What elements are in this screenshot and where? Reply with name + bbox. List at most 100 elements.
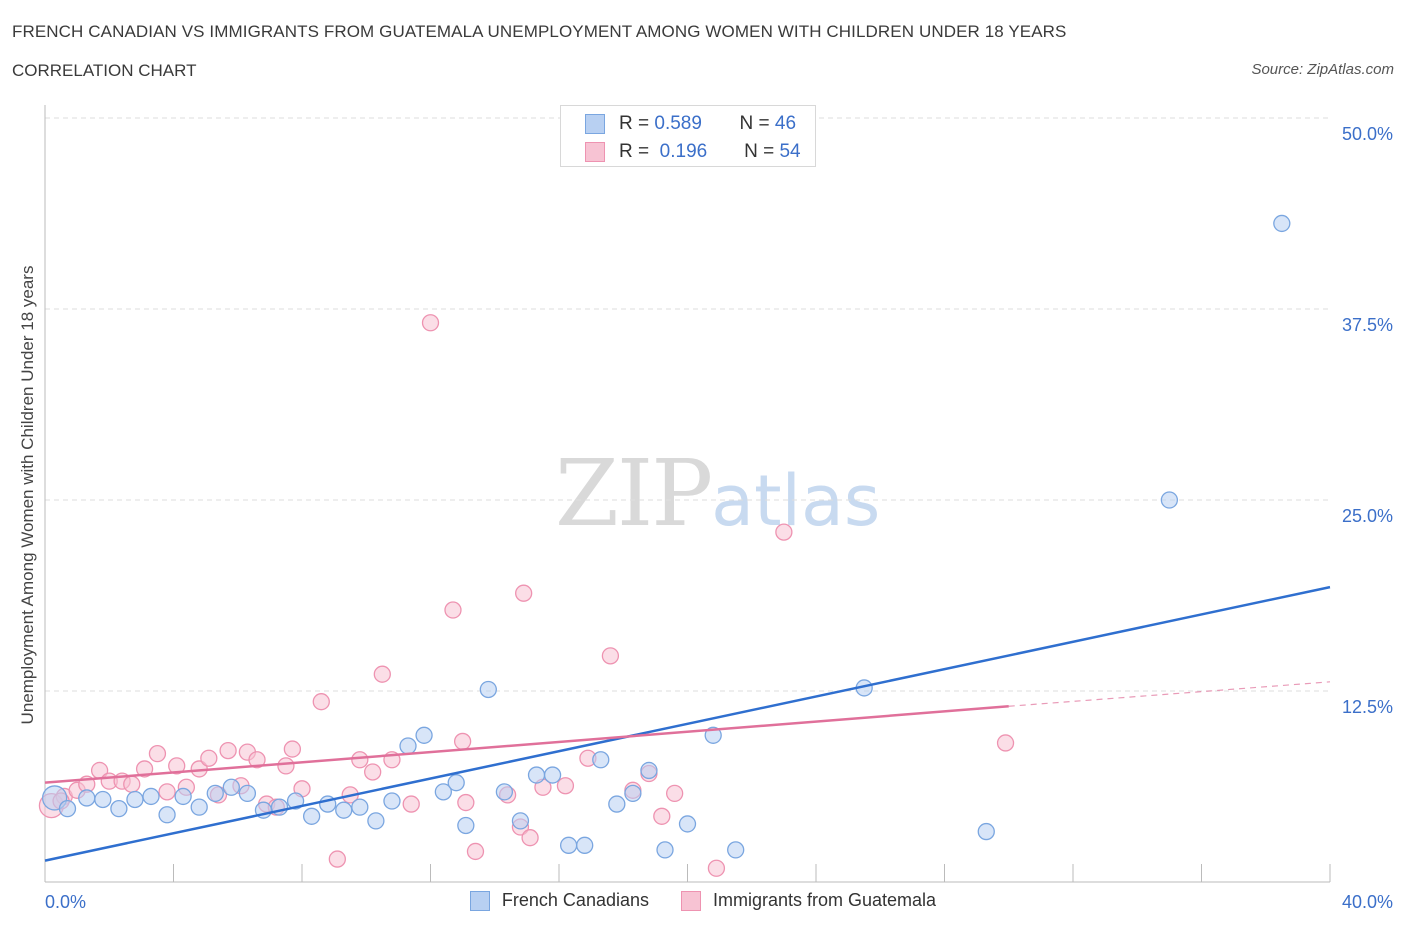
y-axis-label: Unemployment Among Women with Children U… [18,265,37,725]
legend-swatch-pink [585,142,605,162]
data-point-french-canadian [158,806,176,824]
legend-n-label: N = [744,141,775,162]
data-point-french-canadian [399,737,417,755]
data-point-french-canadian [576,836,594,854]
stats-legend: R = 0.589 N = 46 R = 0.196 N = 54 [560,105,816,167]
data-point-guatemala [707,859,726,877]
data-point-french-canadian [479,680,497,699]
data-point-guatemala [312,693,330,711]
data-point-french-canadian [704,726,722,744]
data-point-french-canadian [640,761,658,780]
watermark: ZIPatlas [555,440,880,547]
legend-swatch-blue [585,114,605,134]
data-point-french-canadian [447,774,465,792]
data-point-french-canadian [457,816,475,835]
y-tick-label: 25.0% [1342,506,1393,526]
watermark-atlas: atlas [711,460,881,542]
data-point-french-canadian [351,798,369,816]
data-point-french-canadian [142,787,160,806]
data-point-guatemala [666,784,684,803]
data-point-french-canadian [190,798,208,816]
data-point-french-canadian [511,812,530,830]
data-point-guatemala [996,734,1015,752]
data-point-guatemala [775,523,793,541]
y-tick-label: 37.5% [1342,315,1393,335]
legend-n-value: 54 [779,141,801,162]
trend-line-extension-guatemala [1008,681,1331,707]
data-point-guatemala [521,829,539,847]
data-point-french-canadian [126,790,144,809]
legend-row-pink: R = 0.196 N = 54 [585,140,801,164]
data-point-guatemala [444,601,462,619]
data-point-guatemala [402,795,420,813]
data-point-guatemala [556,777,575,795]
data-point-guatemala [168,757,186,775]
data-point-guatemala [515,584,533,602]
legend-r-label: R = [619,113,650,134]
data-point-french-canadian [94,790,112,809]
legend-label: French Canadians [501,890,649,910]
data-point-guatemala [328,850,346,868]
data-point-french-canadian [58,800,77,818]
data-point-guatemala [158,783,176,801]
data-point-french-canadian [727,841,745,859]
legend-label: Immigrants from Guatemala [713,890,937,910]
data-point-french-canadian [1160,491,1179,509]
data-point-french-canadian [174,787,192,806]
data-point-guatemala [653,807,671,825]
series-legend: French Canadians Immigrants from Guatema… [0,890,1406,911]
series-french-canadian-points [41,214,1291,859]
data-point-guatemala [277,757,295,775]
data-point-french-canadian [286,792,305,810]
data-point-french-canadian [383,792,401,810]
data-point-french-canadian [335,801,353,819]
data-point-guatemala [373,665,391,683]
legend-item-immigrants-guatemala: Immigrants from Guatemala [681,890,936,911]
data-point-french-canadian [527,766,546,784]
data-point-guatemala [457,793,475,812]
legend-r-label: R = [619,141,650,162]
data-point-french-canadian [206,784,224,803]
legend-n-value: 46 [774,113,797,134]
source-credit: Source: ZipAtlas.com [1251,61,1394,78]
watermark-zip: ZIP [555,440,713,547]
data-point-guatemala [421,314,440,332]
data-point-guatemala [364,763,382,781]
data-point-guatemala [283,740,302,758]
legend-swatch-pink [681,890,701,911]
data-point-french-canadian [302,807,321,825]
data-point-guatemala [148,744,167,763]
legend-n-label: N = [739,113,770,134]
data-point-french-canadian [434,783,453,801]
data-point-french-canadian [238,784,257,803]
chart-subtitle: CORRELATION CHART [12,61,197,80]
data-point-french-canadian [1273,214,1291,233]
data-point-french-canadian [222,778,240,796]
legend-item-french-canadians: French Canadians [469,890,649,911]
y-tick-label: 12.5% [1342,697,1393,717]
data-point-french-canadian [608,795,626,813]
x-tick-label: 40.0% [1342,892,1393,912]
legend-row-blue: R = 0.589 N = 46 [585,112,796,136]
trend-line-french-canadian [44,585,1331,862]
data-point-guatemala [453,732,472,751]
data-point-guatemala [200,749,218,767]
trend-line-guatemala [44,705,1009,784]
data-point-guatemala [351,751,369,769]
data-point-french-canadian [78,789,96,807]
legend-r-value: 0.196 [659,141,708,162]
data-point-french-canadian [543,766,562,784]
legend-swatch-blue [469,890,490,911]
data-point-french-canadian [977,822,995,841]
data-point-guatemala [135,760,154,778]
data-point-guatemala [601,647,620,665]
data-point-guatemala [219,741,237,760]
data-point-french-canadian [656,841,674,859]
data-point-french-canadian [592,751,610,769]
data-point-french-canadian [495,783,514,801]
data-point-guatemala [466,842,485,861]
legend-r-value: 0.589 [654,113,702,134]
y-tick-label: 50.0% [1342,124,1393,144]
data-point-guatemala [123,775,141,793]
